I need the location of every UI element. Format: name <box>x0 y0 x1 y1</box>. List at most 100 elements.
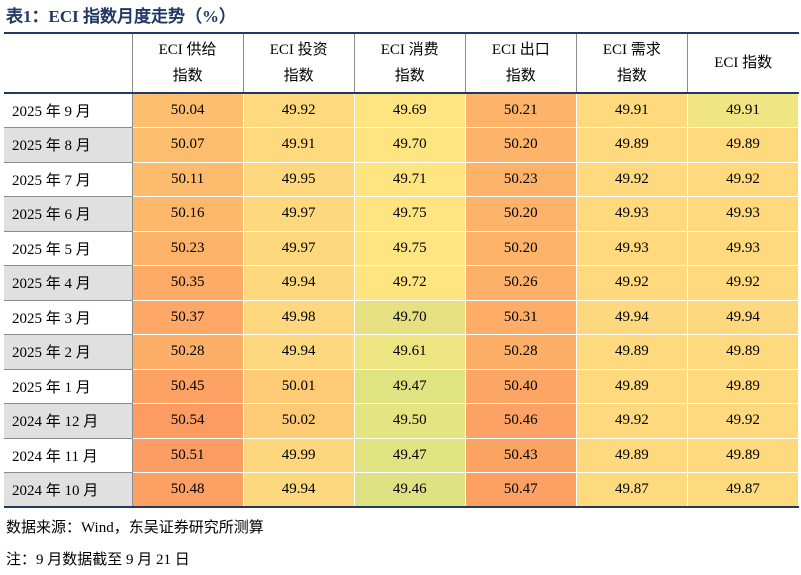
column-header: ECI 出口 指数 <box>465 32 577 94</box>
row-label-month: 2025 年 5 月 <box>4 231 133 266</box>
value-cell: 50.48 <box>132 472 244 508</box>
table-row: 2025 年 6 月 50.16 49.97 49.75 50.20 49.93 49.93 <box>4 196 800 232</box>
value-cell: 49.89 <box>576 334 688 370</box>
value-cell: 50.20 <box>465 231 577 266</box>
value-cell: 50.28 <box>132 334 244 370</box>
value-cell: 49.75 <box>354 231 466 266</box>
table-row: 2025 年 1 月 50.45 50.01 49.47 50.40 49.89 49.89 <box>4 369 800 404</box>
value-cell: 49.89 <box>687 127 800 163</box>
value-cell: 49.97 <box>243 231 355 266</box>
eci-monthly-table: ECI 供给 指数 ECI 投资 指数 ECI 消费 指数 ECI 出口 指数 ECI 需求 指数… <box>4 32 800 508</box>
value-cell: 50.35 <box>132 265 244 301</box>
value-cell: 49.92 <box>243 93 355 128</box>
value-cell: 49.95 <box>243 162 355 197</box>
value-cell: 49.98 <box>243 300 355 335</box>
value-cell: 49.94 <box>576 300 688 335</box>
value-cell: 49.71 <box>354 162 466 197</box>
value-cell: 49.91 <box>687 93 800 128</box>
value-cell: 49.92 <box>687 265 800 301</box>
row-label-month: 2025 年 6 月 <box>4 196 133 232</box>
value-cell: 49.69 <box>354 93 466 128</box>
table-row: 2025 年 9 月 50.04 49.92 49.69 50.21 49.91 49.91 <box>4 93 800 128</box>
value-cell: 50.40 <box>465 369 577 404</box>
column-header: ECI 投资 指数 <box>243 32 355 94</box>
row-label-month: 2024 年 12 月 <box>4 403 133 439</box>
value-cell: 49.93 <box>576 231 688 266</box>
value-cell: 50.02 <box>243 403 355 439</box>
column-header: ECI 需求 指数 <box>576 32 688 94</box>
value-cell: 50.45 <box>132 369 244 404</box>
value-cell: 49.94 <box>243 265 355 301</box>
table-row: 2025 年 3 月 50.37 49.98 49.70 50.31 49.94 49.94 <box>4 300 800 335</box>
value-cell: 50.54 <box>132 403 244 439</box>
value-cell: 50.20 <box>465 127 577 163</box>
value-cell: 49.99 <box>243 438 355 473</box>
table-row: 2024 年 10 月 50.48 49.94 49.46 50.47 49.87 49.8… <box>4 472 800 508</box>
row-label-month: 2025 年 9 月 <box>4 93 133 128</box>
row-label-month: 2025 年 2 月 <box>4 334 133 370</box>
value-cell: 50.31 <box>465 300 577 335</box>
column-header: ECI 指数 <box>687 32 799 94</box>
table-row: 2025 年 8 月 50.07 49.91 49.70 50.20 49.89 49.89 <box>4 127 800 163</box>
value-cell: 49.47 <box>354 438 466 473</box>
value-cell: 49.89 <box>576 438 688 473</box>
row-label-month: 2025 年 1 月 <box>4 369 133 404</box>
value-cell: 50.21 <box>465 93 577 128</box>
value-cell: 49.87 <box>576 472 688 508</box>
value-cell: 49.92 <box>687 403 800 439</box>
value-cell: 50.01 <box>243 369 355 404</box>
value-cell: 49.46 <box>354 472 466 508</box>
value-cell: 50.07 <box>132 127 244 163</box>
value-cell: 49.91 <box>243 127 355 163</box>
value-cell: 50.47 <box>465 472 577 508</box>
table-row: 2025 年 2 月 50.28 49.94 49.61 50.28 49.89 49.89 <box>4 334 800 370</box>
value-cell: 49.93 <box>687 196 800 232</box>
value-cell: 49.50 <box>354 403 466 439</box>
header-cell-blank <box>4 32 133 94</box>
value-cell: 50.37 <box>132 300 244 335</box>
value-cell: 50.26 <box>465 265 577 301</box>
value-cell: 49.89 <box>687 438 800 473</box>
table-row: 2025 年 7 月 50.11 49.95 49.71 50.23 49.92 49.92 <box>4 162 800 197</box>
value-cell: 50.23 <box>132 231 244 266</box>
table-row: 2025 年 5 月 50.23 49.97 49.75 50.20 49.93 49.93 <box>4 231 800 266</box>
row-label-month: 2025 年 4 月 <box>4 265 133 301</box>
value-cell: 49.72 <box>354 265 466 301</box>
table-row: 2025 年 4 月 50.35 49.94 49.72 50.26 49.92 49.92 <box>4 265 800 301</box>
table-title: 表1：ECI 指数月度走势（%） <box>6 7 236 26</box>
value-cell: 49.47 <box>354 369 466 404</box>
row-label-month: 2024 年 11 月 <box>4 438 133 473</box>
value-cell: 49.89 <box>687 369 800 404</box>
value-cell: 50.28 <box>465 334 577 370</box>
row-label-month: 2025 年 7 月 <box>4 162 133 197</box>
value-cell: 49.75 <box>354 196 466 232</box>
row-label-month: 2024 年 10 月 <box>4 472 133 508</box>
value-cell: 49.94 <box>243 334 355 370</box>
value-cell: 49.94 <box>687 300 800 335</box>
value-cell: 49.70 <box>354 127 466 163</box>
value-cell: 49.92 <box>687 162 800 197</box>
column-header: ECI 消费 指数 <box>354 32 466 94</box>
value-cell: 49.91 <box>576 93 688 128</box>
value-cell: 49.97 <box>243 196 355 232</box>
value-cell: 49.93 <box>687 231 800 266</box>
table-header-row: ECI 供给 指数 ECI 投资 指数 ECI 消费 指数 ECI 出口 指数 ECI 需求 指数… <box>4 32 799 94</box>
value-cell: 49.70 <box>354 300 466 335</box>
value-cell: 49.87 <box>687 472 800 508</box>
value-cell: 50.11 <box>132 162 244 197</box>
value-cell: 50.04 <box>132 93 244 128</box>
value-cell: 49.61 <box>354 334 466 370</box>
data-source-note: 数据来源：Wind，东吴证券研究所测算 <box>6 520 264 536</box>
value-cell: 49.92 <box>576 265 688 301</box>
value-cell: 49.89 <box>687 334 800 370</box>
table-body: 2025 年 9 月 50.04 49.92 49.69 50.21 49.91 49.91… <box>4 93 800 508</box>
value-cell: 49.92 <box>576 162 688 197</box>
value-cell: 49.89 <box>576 369 688 404</box>
column-header: ECI 供给 指数 <box>132 32 244 94</box>
value-cell: 50.16 <box>132 196 244 232</box>
value-cell: 50.23 <box>465 162 577 197</box>
value-cell: 50.43 <box>465 438 577 473</box>
value-cell: 49.92 <box>576 403 688 439</box>
table-row: 2024 年 11 月 50.51 49.99 49.47 50.43 49.89 49.8… <box>4 438 800 473</box>
value-cell: 50.20 <box>465 196 577 232</box>
